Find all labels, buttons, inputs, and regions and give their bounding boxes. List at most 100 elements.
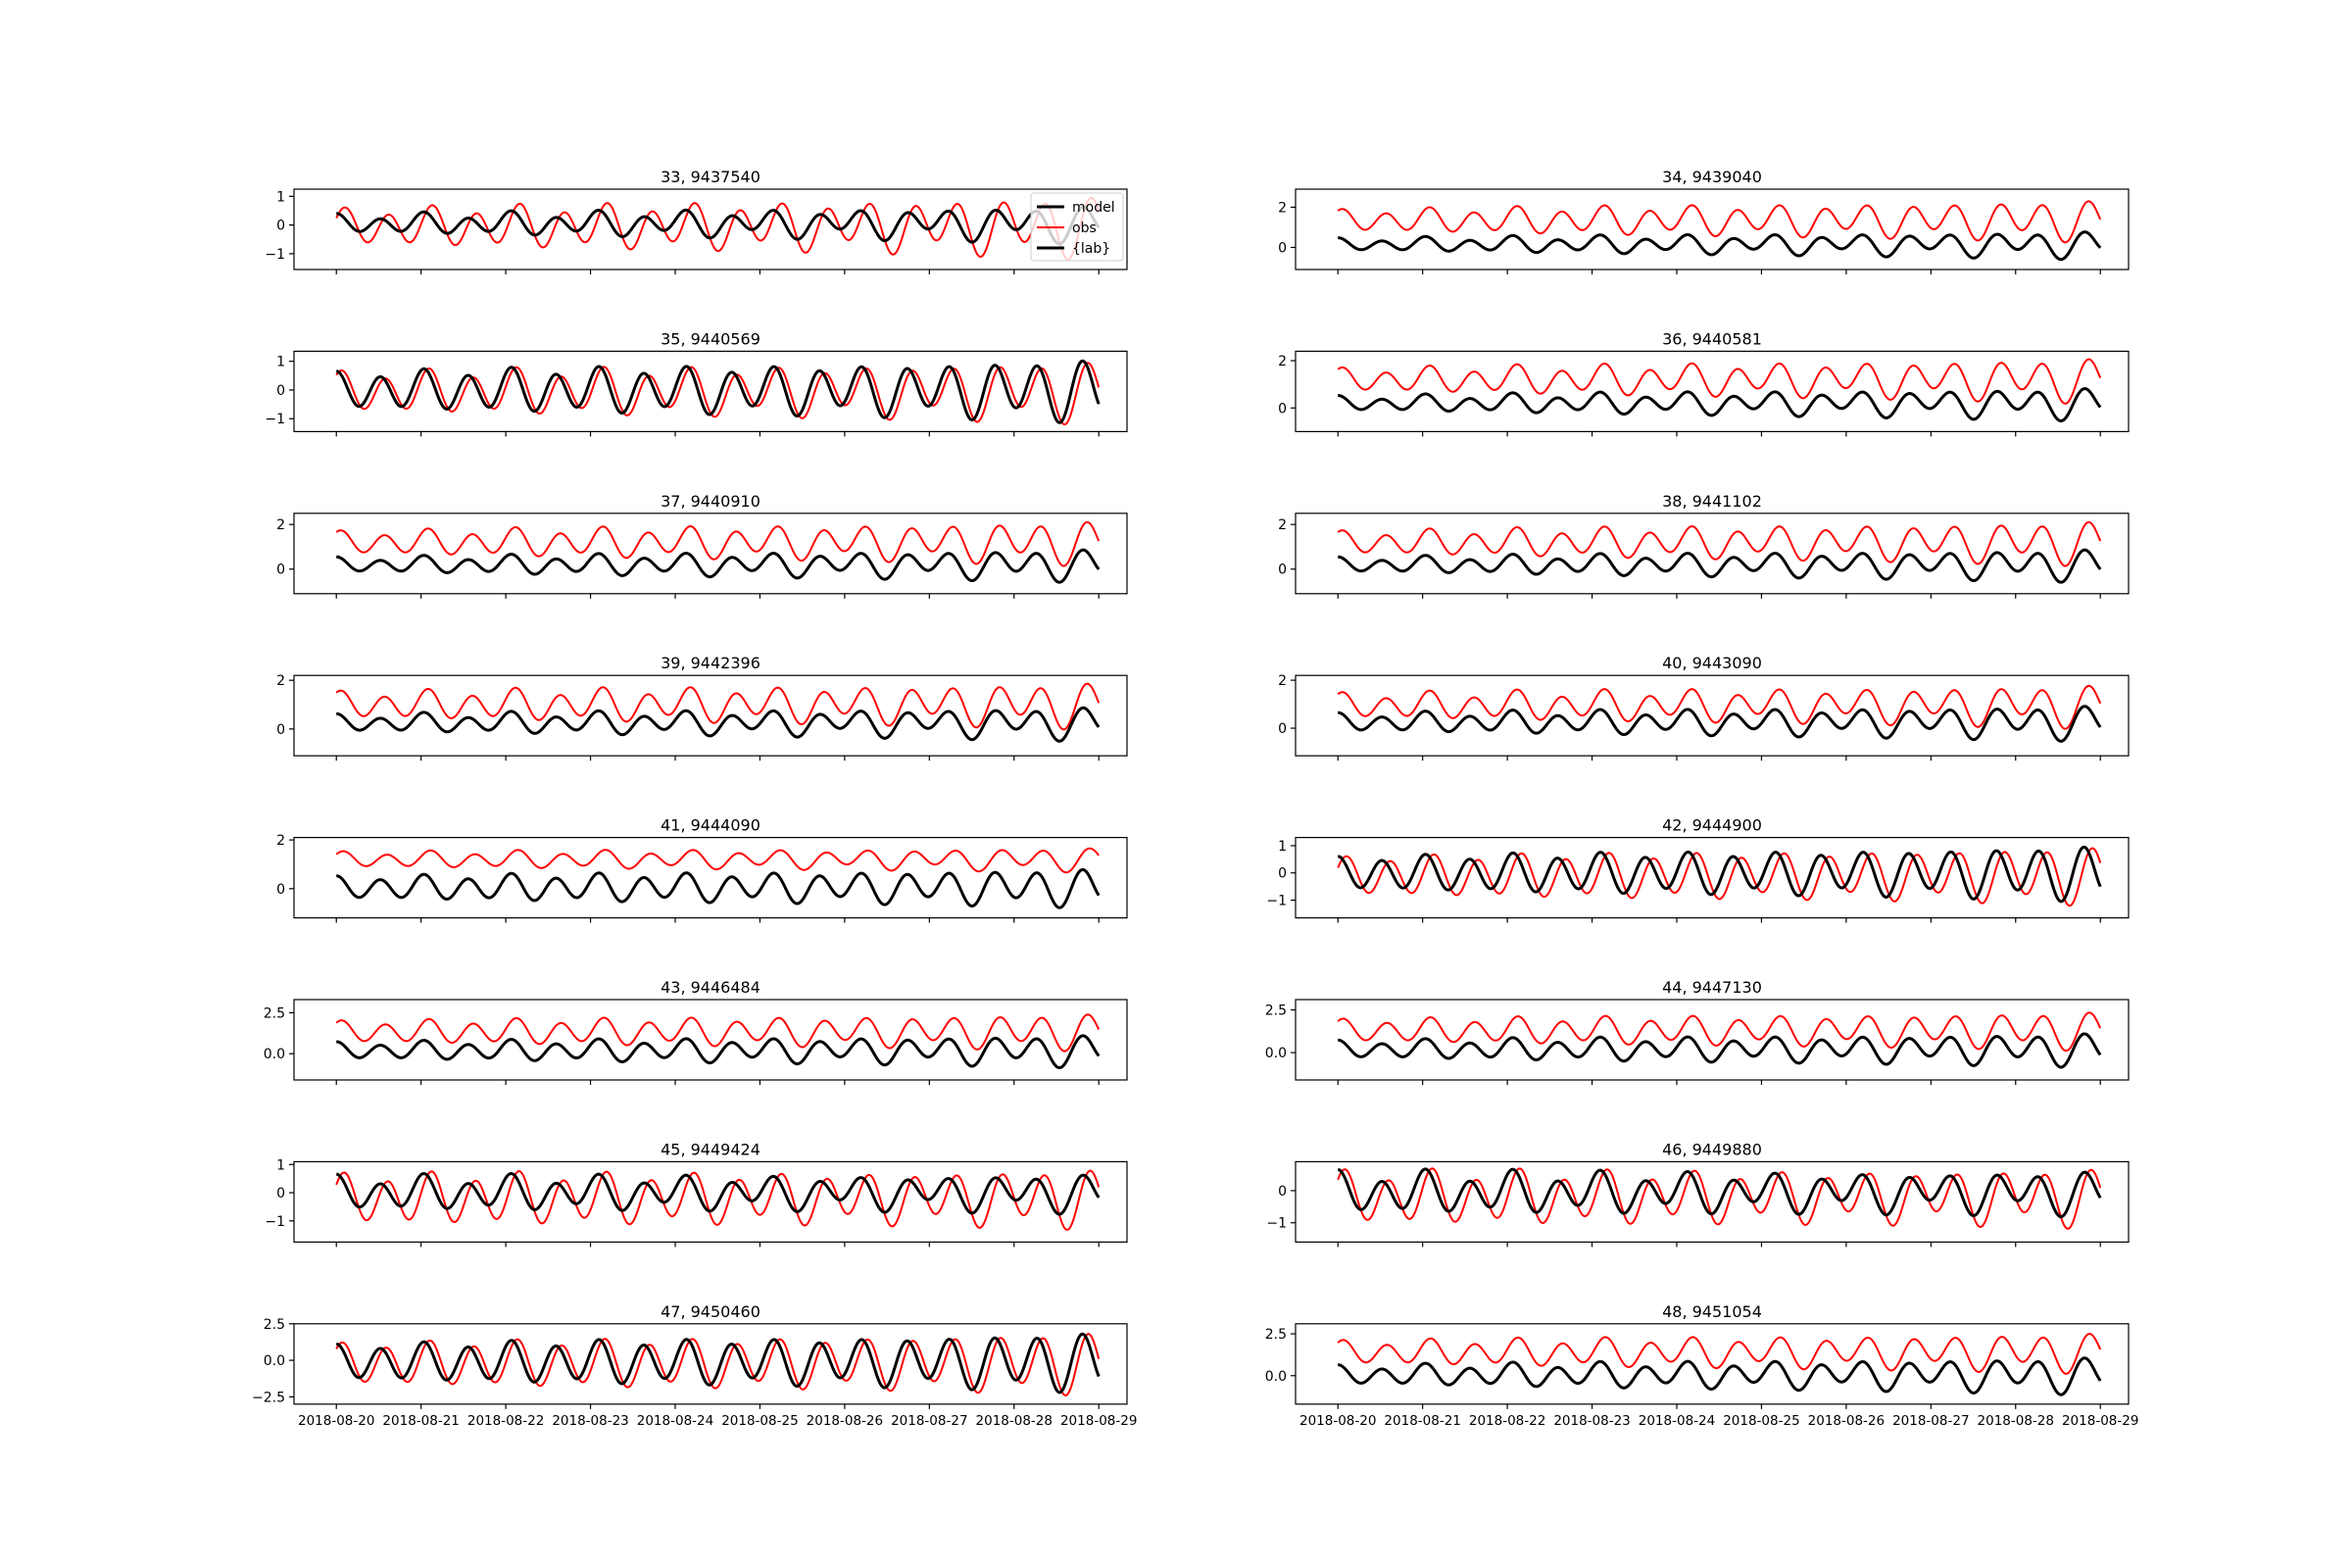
subplot-title: 44, 9447130	[1662, 978, 1762, 997]
y-tick-label: 0	[1278, 563, 1287, 578]
subplot-1: 33, 9437540 1 0 −1 model obs {lab}	[265, 168, 1128, 274]
y-tick-label: 1	[276, 189, 285, 205]
y-tick-label: 2.5	[1265, 1003, 1287, 1018]
y-tick-label: 2	[276, 833, 285, 849]
y-tick-label: 0	[276, 1186, 285, 1201]
legend-label: model	[1072, 200, 1115, 216]
series-line-obs	[335, 520, 1101, 567]
subplot-title: 40, 9443090	[1662, 654, 1762, 672]
series-line-obs	[1337, 358, 2102, 405]
x-tick-label: 2018-08-26	[807, 1413, 883, 1429]
subplot-5: 37, 9440910 2 0	[276, 492, 1128, 599]
legend: model obs {lab}	[1030, 192, 1124, 262]
subplot-13: 45, 9449424 1 0 −1	[265, 1140, 1128, 1248]
subplot-9: 41, 9444090 2 0	[276, 816, 1128, 923]
y-tick-label: 0.0	[264, 1353, 285, 1369]
series-line-model	[336, 1332, 1101, 1395]
x-tick-label: 2018-08-23	[552, 1413, 628, 1429]
y-tick-label: 0	[276, 722, 285, 738]
series-line-model	[336, 205, 1101, 246]
series-line-obs	[335, 362, 1101, 426]
series-line-model	[1338, 705, 2102, 743]
series-line-obs	[1337, 520, 2102, 567]
series-line-model	[1338, 1167, 2102, 1219]
axes-frame	[1295, 350, 2130, 432]
axes-frame	[1295, 513, 2130, 595]
axes-frame	[1295, 188, 2130, 270]
y-tick-label: 0.0	[264, 1047, 285, 1062]
x-tick-label: 2018-08-26	[1808, 1413, 1885, 1429]
subplot-7: 39, 9442396 2 0	[276, 654, 1128, 761]
series-line-model	[1338, 548, 2102, 584]
x-tick-label: 2018-08-28	[976, 1413, 1053, 1429]
y-tick-label: −1	[265, 412, 285, 427]
y-tick-label: −1	[265, 1214, 285, 1230]
subplot-title: 39, 9442396	[661, 654, 760, 672]
series-line-model	[1338, 387, 2102, 422]
y-tick-label: 0	[1278, 401, 1287, 416]
series-line-model	[1338, 230, 2102, 262]
axes-frame	[1295, 1323, 2130, 1405]
subplot-3: 35, 9440569 1 0 −1	[265, 329, 1128, 437]
y-tick-label: 0	[1278, 1184, 1287, 1200]
y-tick-label: 2.5	[1265, 1327, 1287, 1343]
y-tick-label: 2.5	[264, 1317, 285, 1333]
y-tick-label: 0	[1278, 866, 1287, 882]
subplot-11: 43, 9446484 2.5 0.0	[264, 978, 1128, 1085]
y-tick-label: 2	[276, 673, 285, 689]
subplot-title: 45, 9449424	[661, 1140, 760, 1158]
series-line-obs	[335, 1013, 1101, 1053]
subplot-title: 41, 9444090	[661, 816, 760, 835]
subplot-title: 34, 9439040	[1662, 168, 1762, 186]
x-tick-label: 2018-08-24	[637, 1413, 713, 1429]
subplot-2: 34, 9439040 2 0	[1278, 168, 2130, 274]
axes-frame	[1295, 1160, 2130, 1244]
x-tick-label: 2018-08-20	[298, 1413, 374, 1429]
x-tick-label: 2018-08-22	[1469, 1413, 1545, 1429]
subplot-14: 46, 9449880 0 −1	[1266, 1140, 2130, 1248]
y-tick-label: 0	[276, 882, 285, 898]
axes-frame	[1295, 836, 2130, 919]
subplot-15: 47, 9450460 2.5 0.0 −2.5 2018-08-20 2018-08-2…	[252, 1302, 1137, 1429]
y-tick-label: 2.5	[264, 1005, 285, 1021]
series-line-obs	[1337, 200, 2102, 244]
series-line-model	[336, 1034, 1101, 1070]
x-tick-label: 2018-08-22	[467, 1413, 544, 1429]
y-tick-label: 2	[1278, 200, 1287, 216]
axes-frame	[1295, 999, 2130, 1081]
x-tick-label: 2018-08-29	[1060, 1413, 1137, 1429]
x-tick-label: 2018-08-28	[1978, 1413, 2054, 1429]
series-line-obs	[335, 682, 1101, 731]
series-line-model	[1338, 1032, 2102, 1069]
y-tick-label: 0	[276, 383, 285, 399]
series-line-obs	[1337, 684, 2102, 730]
subplot-10: 42, 9444900 1 0 −1	[1266, 816, 2130, 923]
series-line-obs	[1337, 1011, 2102, 1053]
subplot-6: 38, 9441102 2 0	[1278, 492, 2130, 599]
x-tick-label: 2018-08-21	[382, 1413, 459, 1429]
y-tick-label: 1	[276, 355, 285, 370]
subplot-title: 46, 9449880	[1662, 1140, 1762, 1158]
y-tick-label: 0	[276, 219, 285, 234]
y-tick-label: 1	[276, 1157, 285, 1173]
subplot-title: 38, 9441102	[1662, 492, 1762, 511]
axes-frame	[293, 350, 1128, 432]
y-tick-label: 0	[1278, 240, 1287, 256]
x-tick-label: 2018-08-23	[1553, 1413, 1630, 1429]
subplot-16: 48, 9451054 2.5 0.0 2018-08-20 2018-08-21 201…	[1265, 1302, 2139, 1429]
series-line-obs	[335, 196, 1101, 261]
y-tick-label: 2	[276, 517, 285, 533]
y-tick-label: 0.0	[1265, 1046, 1287, 1061]
subplot-title: 43, 9446484	[661, 978, 760, 997]
y-tick-label: −1	[1266, 1216, 1287, 1232]
series-line-obs	[1337, 847, 2102, 907]
axes-frame	[293, 999, 1128, 1081]
subplot-title: 35, 9440569	[661, 329, 760, 348]
series-line-model	[1338, 845, 2102, 904]
subplot-title: 47, 9450460	[661, 1302, 760, 1321]
y-tick-label: 2	[1278, 517, 1287, 533]
series-line-model	[336, 359, 1101, 424]
subplot-title: 48, 9451054	[1662, 1302, 1762, 1321]
y-tick-label: 1	[1278, 839, 1287, 855]
